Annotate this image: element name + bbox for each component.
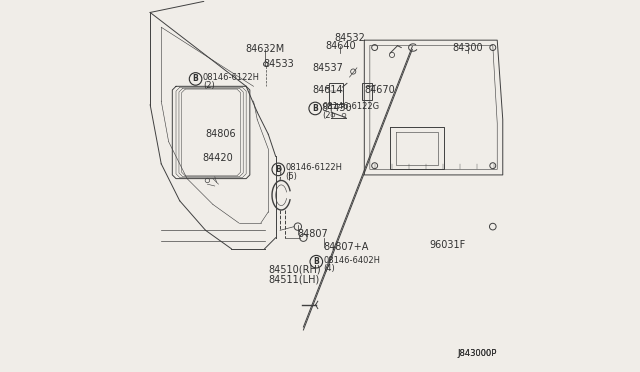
Text: 84807: 84807: [298, 229, 328, 239]
Text: (4): (4): [324, 264, 335, 273]
Text: 84532: 84532: [334, 33, 365, 43]
Text: (2): (2): [323, 110, 334, 120]
Text: 84533: 84533: [264, 59, 294, 69]
Text: J843000P: J843000P: [458, 349, 497, 358]
Text: 08146-6122H: 08146-6122H: [203, 73, 260, 82]
Text: 84430: 84430: [322, 103, 353, 113]
Text: B: B: [275, 165, 281, 174]
Text: 84807+A: 84807+A: [324, 242, 369, 252]
Text: (2): (2): [203, 81, 214, 90]
Text: 84511(LH): 84511(LH): [268, 274, 319, 284]
Text: 84420: 84420: [203, 153, 234, 163]
Text: 84537: 84537: [312, 63, 343, 73]
Text: 84510(RH): 84510(RH): [268, 264, 321, 274]
Text: J843000P: J843000P: [458, 350, 497, 359]
Text: 84614: 84614: [312, 85, 342, 95]
Text: 84806: 84806: [205, 129, 236, 139]
Text: 08146-6122H: 08146-6122H: [285, 163, 342, 172]
Text: (6): (6): [285, 171, 298, 180]
Bar: [329, 83, 342, 104]
Bar: [362, 83, 372, 100]
Text: 84300: 84300: [452, 42, 483, 52]
Text: 84632M: 84632M: [245, 44, 284, 54]
Text: B: B: [193, 74, 198, 83]
Text: 08146-6122G: 08146-6122G: [323, 103, 380, 112]
Text: B: B: [312, 104, 318, 113]
Text: 96031F: 96031F: [429, 240, 465, 250]
Text: B: B: [314, 257, 319, 266]
Text: 08146-6402H: 08146-6402H: [324, 256, 381, 265]
Text: 84670: 84670: [364, 85, 395, 95]
Text: 84640: 84640: [325, 41, 356, 51]
